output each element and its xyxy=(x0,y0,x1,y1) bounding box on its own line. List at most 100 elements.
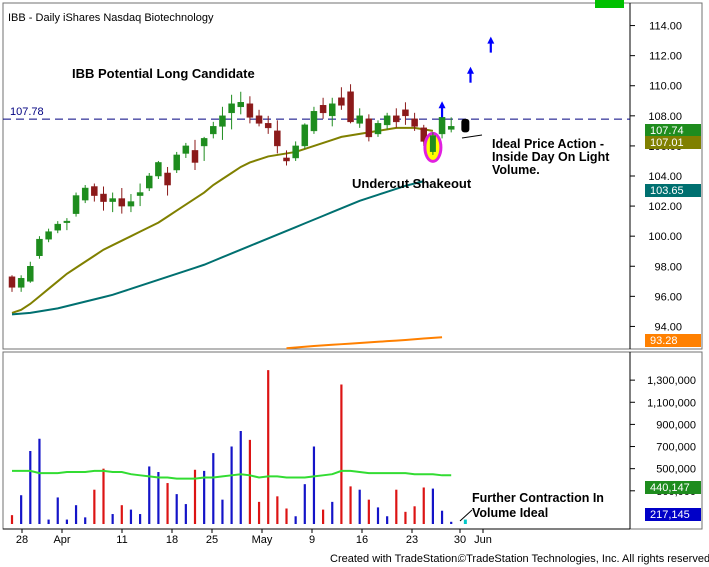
candle xyxy=(301,123,309,149)
candle xyxy=(264,115,272,134)
price-tick-label: 114.00 xyxy=(649,21,682,33)
volume-tick-label: 500,000 xyxy=(656,464,696,476)
candle-body xyxy=(164,172,171,186)
volume-badge-label: 217,145 xyxy=(650,509,690,521)
price-tick-label: 96.00 xyxy=(654,291,682,303)
candle-body xyxy=(173,154,180,171)
candle xyxy=(173,151,180,173)
candle xyxy=(228,94,235,130)
candle-body xyxy=(246,103,254,118)
volume-annotation: Volume Ideal xyxy=(472,506,548,520)
candle-body xyxy=(283,157,290,162)
price-action-annotation: Inside Day On Light xyxy=(492,150,610,164)
candle xyxy=(383,112,391,130)
date-tick-label: 28 xyxy=(16,534,28,546)
up-arrow-head xyxy=(487,36,495,44)
price-badge-label: 93.28 xyxy=(650,335,678,347)
candle xyxy=(219,106,226,140)
candle xyxy=(338,87,345,110)
candle-body xyxy=(374,123,382,135)
candle xyxy=(63,218,71,231)
headline-annotation: IBB Potential Long Candidate xyxy=(72,66,255,81)
price-tick-label: 94.00 xyxy=(654,321,682,333)
candle xyxy=(45,228,52,243)
volume-badge-label: 440,147 xyxy=(650,482,690,494)
candle-body xyxy=(155,162,162,177)
volume-bars xyxy=(10,370,467,524)
volume-annotation: Further Contraction In xyxy=(472,491,604,505)
candle xyxy=(347,84,354,124)
price-tick-label: 110.00 xyxy=(649,81,682,93)
candle-body xyxy=(264,123,272,129)
date-tick-label: 11 xyxy=(116,534,127,546)
candle-body xyxy=(191,150,199,163)
candle-body xyxy=(54,223,61,231)
price-panel-border xyxy=(2,2,703,350)
candle xyxy=(72,192,80,217)
volume-badges: 440,147 217,145 xyxy=(645,481,701,521)
volume-annotation-leader xyxy=(459,509,473,522)
candle-body xyxy=(319,105,327,114)
candle-body xyxy=(210,126,217,135)
candle-body xyxy=(274,130,281,147)
price-tick-label: 100.00 xyxy=(648,231,682,243)
ma50-line xyxy=(11,180,424,316)
date-tick-label: May xyxy=(252,534,273,546)
candle-body xyxy=(411,118,418,127)
candle-body xyxy=(356,115,363,124)
price-badge-label: 107.74 xyxy=(650,125,684,137)
candle-body xyxy=(383,115,391,126)
candle xyxy=(200,136,208,161)
chart-title: IBB - Daily iShares Nasdaq Biotechnology xyxy=(8,12,214,24)
candle xyxy=(127,194,135,213)
volume-tick-label: 700,000 xyxy=(656,442,696,454)
volume-average xyxy=(12,469,452,480)
top-green-tab xyxy=(595,0,624,8)
candle xyxy=(365,114,373,142)
candle-body xyxy=(127,201,135,207)
candle-body xyxy=(36,238,43,256)
annotations: IBB Potential Long Candidate Undercut Sha… xyxy=(72,36,610,191)
candle-body xyxy=(17,278,25,288)
date-tick-label: 23 xyxy=(406,534,418,546)
candle xyxy=(36,236,43,259)
date-axis: 28 Apr 11 18 25 May 9 16 23 30 Jun xyxy=(3,528,630,546)
volume-tick-label: 900,000 xyxy=(656,419,696,431)
volume-tick-label: 1,300,000 xyxy=(647,375,696,387)
up-arrow-head xyxy=(467,66,474,74)
shakeout-annotation: Undercut Shakeout xyxy=(352,176,472,191)
candle-body xyxy=(100,193,107,202)
annotation-leader xyxy=(461,134,483,139)
candle-body xyxy=(310,111,318,132)
candle xyxy=(274,120,281,154)
candle xyxy=(91,183,98,202)
candle xyxy=(54,221,61,234)
candle-body xyxy=(200,138,208,147)
candle-body xyxy=(91,186,98,196)
candle xyxy=(109,192,116,213)
candle-body xyxy=(118,198,126,207)
candle xyxy=(255,109,263,127)
candles xyxy=(8,84,470,292)
candle xyxy=(374,120,382,137)
candle-body xyxy=(393,115,400,123)
candle xyxy=(402,102,409,125)
candle xyxy=(411,112,418,131)
footer-left: Created with TradeStation. xyxy=(330,553,460,565)
candle xyxy=(237,91,244,115)
candle-body xyxy=(72,195,80,214)
candle xyxy=(146,172,153,192)
candle-body xyxy=(338,97,345,106)
price-badge xyxy=(645,184,701,197)
candle xyxy=(27,261,34,283)
candle-body xyxy=(402,109,409,117)
candle-body xyxy=(146,175,153,189)
candle-body xyxy=(301,124,309,147)
pivot-label: 107.78 xyxy=(10,106,44,118)
candle xyxy=(356,108,363,128)
candle xyxy=(8,275,16,292)
candle-body xyxy=(237,102,244,108)
candle xyxy=(319,97,327,119)
candle-body xyxy=(27,266,34,282)
